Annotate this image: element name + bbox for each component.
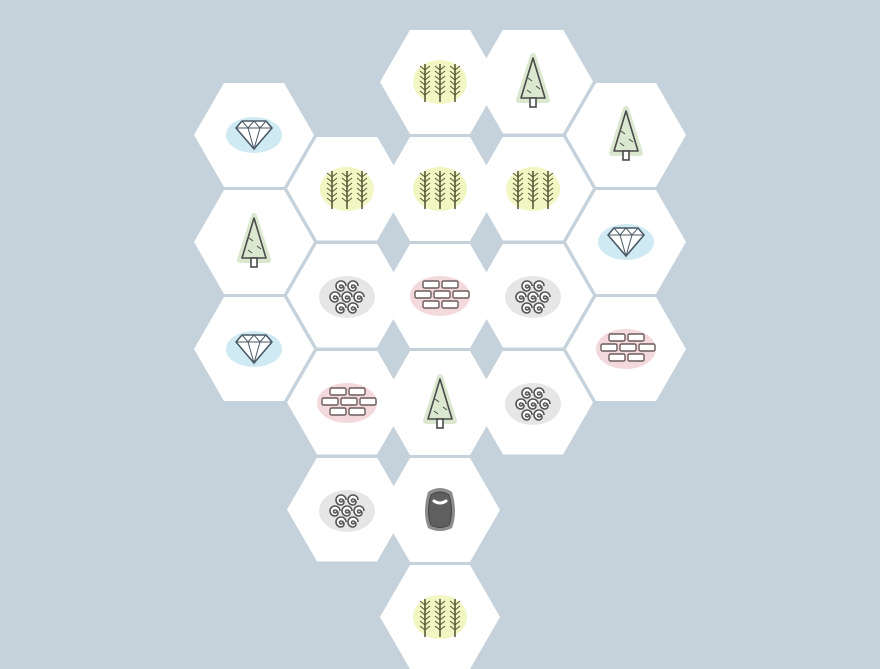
hex-tile-wool[interactable] <box>473 350 593 455</box>
hex-tile-ore[interactable] <box>566 190 686 294</box>
wool-swirl-icon <box>319 489 375 532</box>
forest-icon <box>413 60 467 104</box>
forest-icon <box>506 166 560 211</box>
forest-icon <box>320 166 374 211</box>
hex-tile-desert[interactable] <box>380 458 500 562</box>
forest-icon <box>413 167 467 211</box>
hex-tile-brick[interactable] <box>287 350 407 455</box>
pine-tree-icon <box>516 52 550 108</box>
wool-swirl-icon <box>505 275 561 318</box>
brick-icon <box>410 276 470 316</box>
diamond-icon <box>226 331 282 367</box>
hex-game-board <box>194 29 686 669</box>
pine-tree-icon <box>609 106 643 161</box>
hex-tile-ore[interactable] <box>194 83 314 187</box>
pine-tree-icon <box>423 374 457 429</box>
stone-icon <box>425 488 455 531</box>
hex-tile-pine[interactable] <box>194 190 314 294</box>
wool-swirl-icon <box>319 275 375 318</box>
hex-tile-forest[interactable] <box>473 136 593 241</box>
hex-tile-ore[interactable] <box>194 297 314 401</box>
pine-tree-icon <box>237 213 271 268</box>
brick-icon <box>596 329 656 369</box>
hex-tile-wool[interactable] <box>473 243 593 348</box>
hex-tile-brick[interactable] <box>380 244 500 348</box>
brick-icon <box>317 382 377 423</box>
diamond-icon <box>598 224 654 260</box>
hex-tile-pine[interactable] <box>473 29 593 134</box>
hex-tile-pine[interactable] <box>566 83 686 187</box>
hex-tile-forest[interactable] <box>380 565 500 669</box>
hex-tile-forest[interactable] <box>287 136 407 241</box>
diamond-icon <box>226 117 282 153</box>
wool-swirl-icon <box>505 382 561 425</box>
hex-tile-brick[interactable] <box>566 297 686 401</box>
forest-icon <box>413 595 467 639</box>
